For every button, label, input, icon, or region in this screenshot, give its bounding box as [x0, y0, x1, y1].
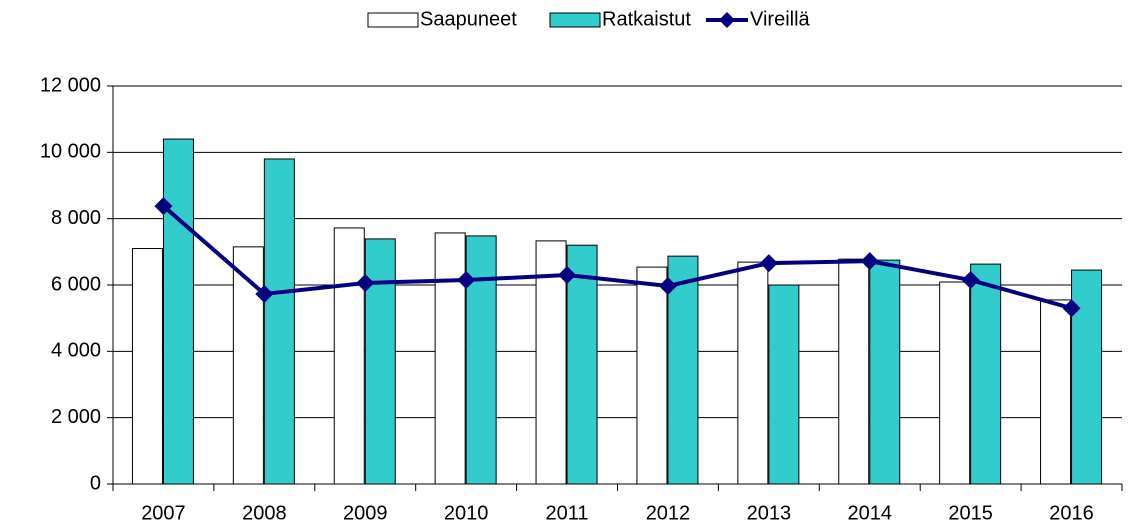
marker: [1062, 299, 1081, 318]
x-tick-label: 2016: [1049, 502, 1094, 524]
bar: [364, 238, 396, 485]
bar: [737, 261, 769, 485]
marker: [154, 197, 173, 216]
x-tick-label: 2015: [948, 502, 993, 524]
bar: [838, 258, 870, 485]
legend-swatch: [367, 12, 419, 28]
x-tick-label: 2010: [444, 502, 489, 524]
x-tick-label: 2011: [546, 502, 589, 524]
x-tick-label: 2013: [747, 502, 792, 524]
y-tick-label: 6 000: [51, 273, 101, 295]
marker: [255, 284, 274, 303]
marker: [961, 271, 980, 290]
x-tick-label: 2012: [646, 502, 691, 524]
marker: [558, 266, 577, 285]
x-tick-label: 2007: [141, 502, 186, 524]
bar: [465, 235, 497, 485]
legend-label: Ratkaistut: [602, 8, 691, 30]
y-tick-label: 0: [90, 472, 101, 494]
bar: [1040, 299, 1072, 485]
legend-label: Vireillä: [750, 8, 811, 30]
legend-label: Saapuneet: [420, 8, 517, 30]
bar: [939, 281, 971, 485]
y-tick-label: 10 000: [40, 141, 101, 163]
bar: [566, 244, 598, 485]
marker: [658, 276, 677, 295]
marker: [759, 254, 778, 273]
x-tick-label: 2014: [848, 502, 893, 524]
bar: [263, 158, 295, 485]
marker: [356, 274, 375, 293]
legend-marker: [719, 12, 735, 28]
bar: [333, 227, 365, 485]
y-tick-label: 8 000: [51, 207, 101, 229]
x-tick-label: 2008: [242, 502, 287, 524]
bar: [131, 248, 163, 485]
bar: [970, 263, 1002, 485]
bar: [434, 232, 466, 485]
y-tick-label: 12 000: [40, 74, 101, 96]
legend-swatch: [549, 12, 601, 28]
bar: [1071, 269, 1103, 485]
bar: [162, 138, 194, 485]
marker: [457, 271, 476, 290]
bar: [636, 266, 668, 485]
line: [162, 204, 1073, 311]
x-tick-label: 2009: [343, 502, 388, 524]
bar: [768, 284, 800, 485]
y-tick-label: 2 000: [51, 406, 101, 428]
y-tick-label: 4 000: [51, 340, 101, 362]
bar: [869, 259, 901, 485]
marker: [860, 252, 879, 271]
